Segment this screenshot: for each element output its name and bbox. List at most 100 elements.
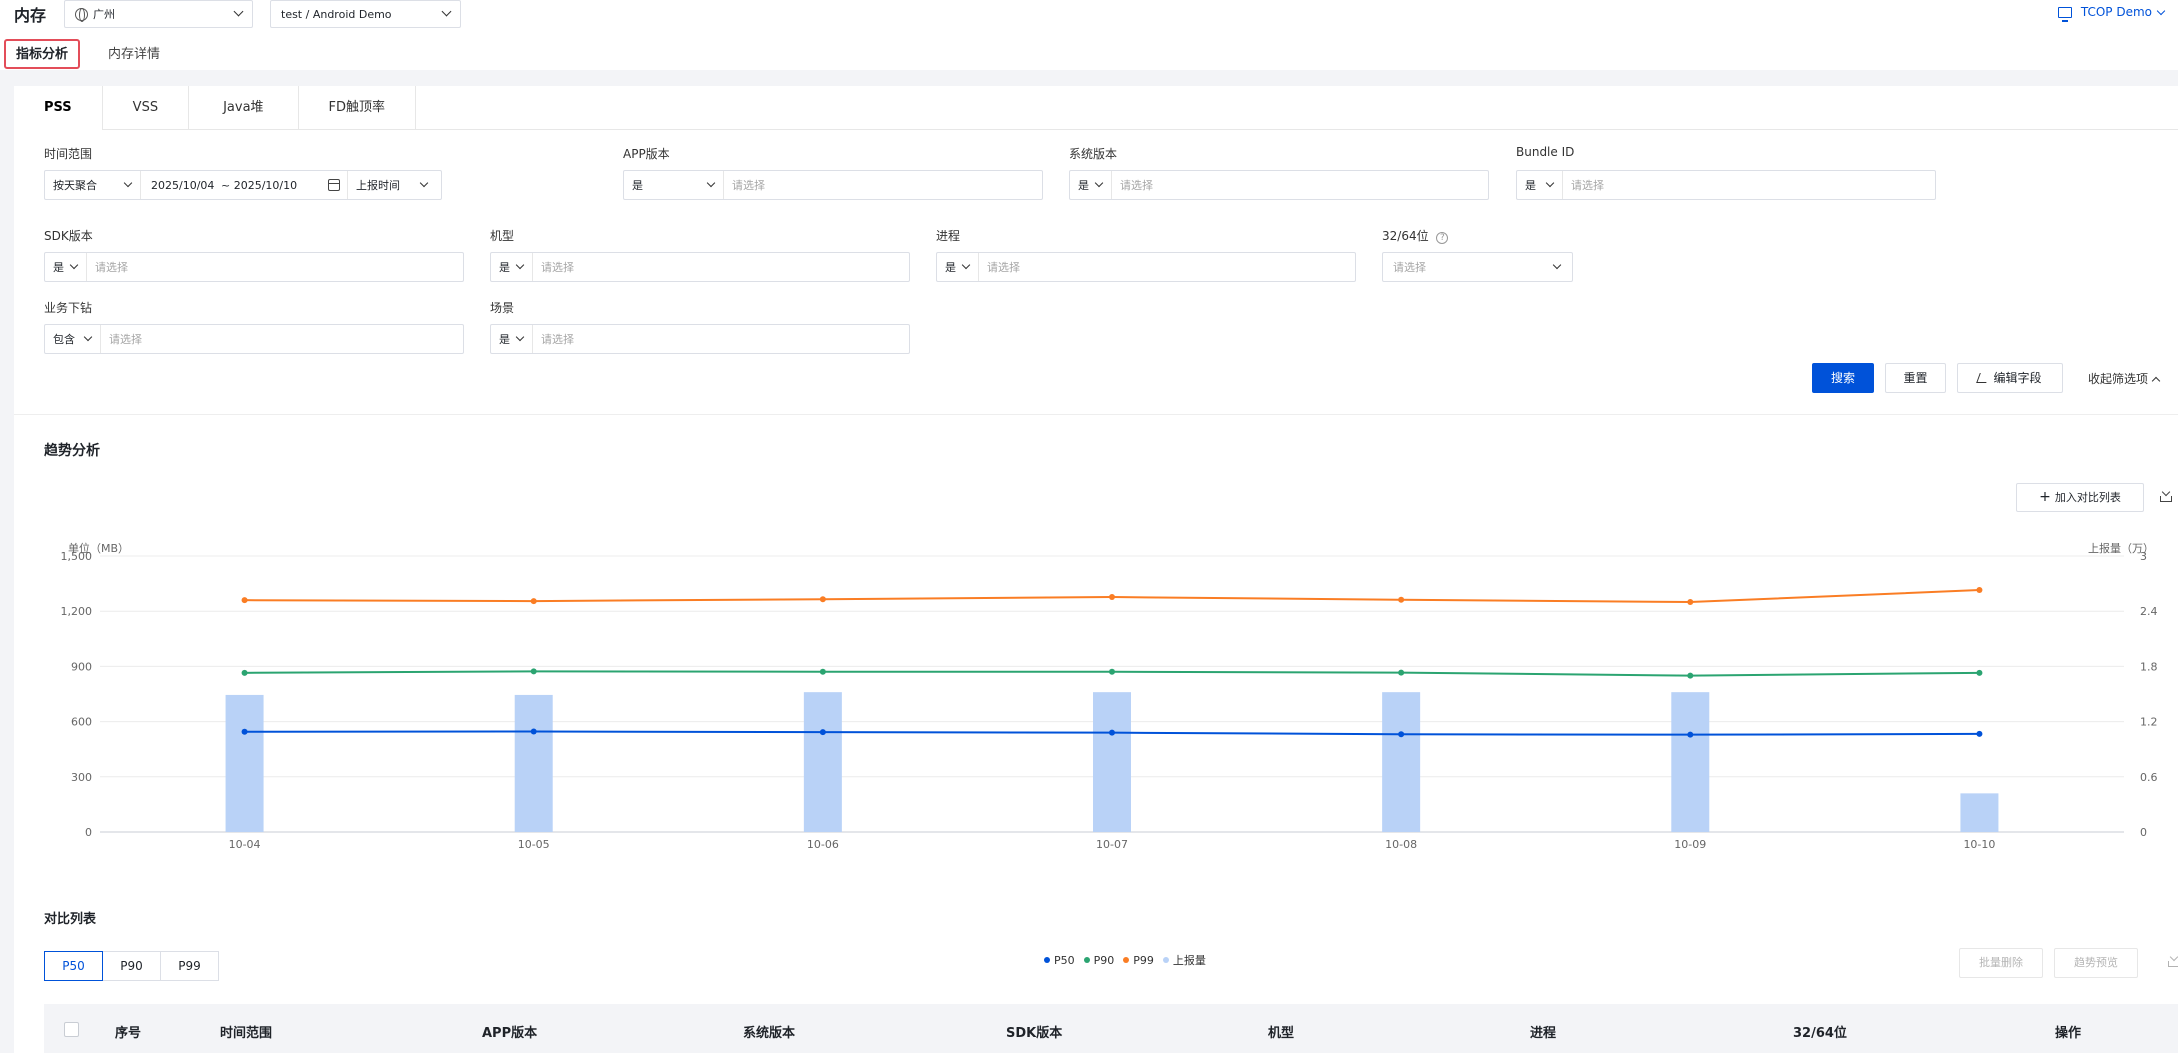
chevron-down-icon (1094, 178, 1104, 188)
process-field[interactable]: 是 请选择 (936, 252, 1356, 282)
tab-metric-analysis[interactable]: 指标分析 (4, 39, 81, 69)
arch-label: 32/64位 ? (1382, 227, 1449, 244)
tab-fd-rate[interactable]: FD触顶率 (299, 86, 417, 130)
download-icon[interactable] (2160, 490, 2172, 502)
monitor-icon (2057, 6, 2072, 22)
legend-item-p50[interactable]: P50 (1044, 952, 1075, 968)
data-point-p50 (1976, 730, 1983, 737)
chevron-down-icon (515, 260, 525, 270)
batch-delete-button[interactable]: 批量删除 (1959, 948, 2043, 978)
chart-legend: P50 P90 P99 上报量 (1044, 952, 1215, 968)
tab-p50[interactable]: P50 (44, 951, 103, 981)
aggregation-select[interactable]: 按天聚合 (45, 171, 141, 199)
arch-placeholder: 请选择 (1393, 261, 1426, 274)
trend-preview-button[interactable]: 趋势预览 (2054, 948, 2138, 978)
op-value: 是 (945, 261, 956, 274)
y-tick-label: 1,200 (61, 605, 93, 618)
x-tick-label: 10-04 (229, 838, 261, 851)
help-icon[interactable]: ? (1436, 232, 1449, 244)
compare-title: 对比列表 (44, 912, 97, 927)
biz-tag-input[interactable]: 请选择 (109, 333, 142, 346)
y-tick-label: 1,500 (61, 550, 93, 563)
biz-tag-field[interactable]: 包含 请选择 (44, 324, 464, 354)
tab-memory-detail[interactable]: 内存详情 (108, 47, 161, 62)
select-all-checkbox[interactable] (64, 1022, 79, 1037)
scene-input[interactable]: 请选择 (541, 333, 574, 346)
scene-field[interactable]: 是 请选择 (490, 324, 910, 354)
bundle-id-field[interactable]: 是 请选择 (1516, 170, 1936, 200)
col-os-version: 系统版本 (743, 1026, 796, 1041)
os-version-op[interactable]: 是 (1070, 171, 1112, 199)
search-button[interactable]: 搜索 (1812, 363, 1874, 393)
op-value: 是 (499, 333, 510, 346)
page-title: 内存 (14, 6, 47, 25)
sdk-version-op[interactable]: 是 (45, 253, 87, 281)
bundle-id-op[interactable]: 是 (1517, 171, 1563, 199)
data-point-p99 (819, 596, 826, 603)
export-icon[interactable] (2168, 955, 2178, 967)
y-tick-label: 300 (71, 771, 92, 784)
time-type-select[interactable]: 上报时间 (347, 171, 441, 199)
biz-tag-op[interactable]: 包含 (45, 325, 101, 353)
tab-vss[interactable]: VSS (103, 86, 190, 130)
time-type-value: 上报时间 (356, 179, 400, 192)
collapse-label: 收起筛选项 (2088, 372, 2149, 386)
os-version-label: 系统版本 (1069, 147, 1118, 161)
col-actions: 操作 (2055, 1026, 2082, 1041)
user-name: TCOP Demo (2080, 5, 2152, 19)
chevron-down-icon (2156, 6, 2166, 15)
op-value: 是 (1078, 179, 1089, 192)
add-compare-label: 加入对比列表 (2054, 491, 2121, 504)
report-count-bar (514, 694, 553, 832)
model-op[interactable]: 是 (491, 253, 533, 281)
x-tick-label: 10-09 (1674, 838, 1706, 851)
y2-tick-label: 3 (2140, 550, 2147, 563)
arch-select[interactable]: 请选择 (1382, 252, 1573, 282)
legend-item-p90[interactable]: P90 (1083, 952, 1114, 968)
data-point-p50 (1398, 731, 1405, 738)
op-value: 是 (53, 261, 64, 274)
date-end[interactable]: ~ 2025/10/10 (221, 178, 298, 192)
tab-java-heap[interactable]: Java堆 (189, 86, 299, 130)
process-op[interactable]: 是 (937, 253, 979, 281)
col-app-version: APP版本 (482, 1026, 538, 1041)
os-version-input[interactable]: 请选择 (1120, 179, 1153, 192)
region-select[interactable]: 广州 (64, 0, 253, 28)
data-point-p50 (1109, 729, 1115, 736)
scene-op[interactable]: 是 (491, 325, 533, 353)
edit-fields-button[interactable]: 编辑字段 (1957, 363, 2063, 393)
project-value: test / Android Demo (281, 7, 392, 21)
collapse-filters-toggle[interactable]: 收起筛选项 (2088, 370, 2161, 387)
chevron-down-icon (419, 178, 429, 188)
tab-p90[interactable]: P90 (102, 951, 161, 981)
data-point-p90 (1976, 669, 1983, 676)
sdk-version-field[interactable]: 是 请选择 (44, 252, 464, 282)
sdk-version-input[interactable]: 请选择 (95, 261, 128, 274)
os-version-field[interactable]: 是 请选择 (1069, 170, 1489, 200)
legend-item-p99[interactable]: P99 (1123, 952, 1154, 968)
reset-button[interactable]: 重置 (1885, 363, 1946, 393)
tab-p99[interactable]: P99 (160, 951, 219, 981)
user-menu[interactable]: TCOP Demo (2057, 5, 2166, 22)
data-point-p99 (1398, 596, 1405, 603)
calendar-icon[interactable] (328, 179, 340, 191)
app-version-op[interactable]: 是 (624, 171, 724, 199)
date-start[interactable]: 2025/10/04 (151, 178, 215, 192)
project-select[interactable]: test / Android Demo (270, 0, 461, 28)
data-point-p99 (1976, 587, 1983, 594)
bundle-id-input[interactable]: 请选择 (1571, 179, 1604, 192)
model-input[interactable]: 请选择 (541, 261, 574, 274)
model-field[interactable]: 是 请选择 (490, 252, 910, 282)
legend-item-report-count[interactable]: 上报量 (1162, 952, 1206, 968)
add-compare-button[interactable]: + 加入对比列表 (2016, 483, 2144, 512)
biz-tag-label: 业务下钻 (44, 301, 93, 315)
legend-dot (1162, 957, 1169, 963)
tab-pss[interactable]: PSS (14, 86, 103, 130)
app-version-input[interactable]: 请选择 (732, 179, 765, 192)
data-point-p50 (530, 728, 537, 735)
report-count-bar (803, 692, 842, 832)
process-input[interactable]: 请选择 (987, 261, 1020, 274)
data-point-p99 (1109, 594, 1115, 601)
data-point-p50 (241, 728, 248, 735)
app-version-field[interactable]: 是 请选择 (623, 170, 1043, 200)
